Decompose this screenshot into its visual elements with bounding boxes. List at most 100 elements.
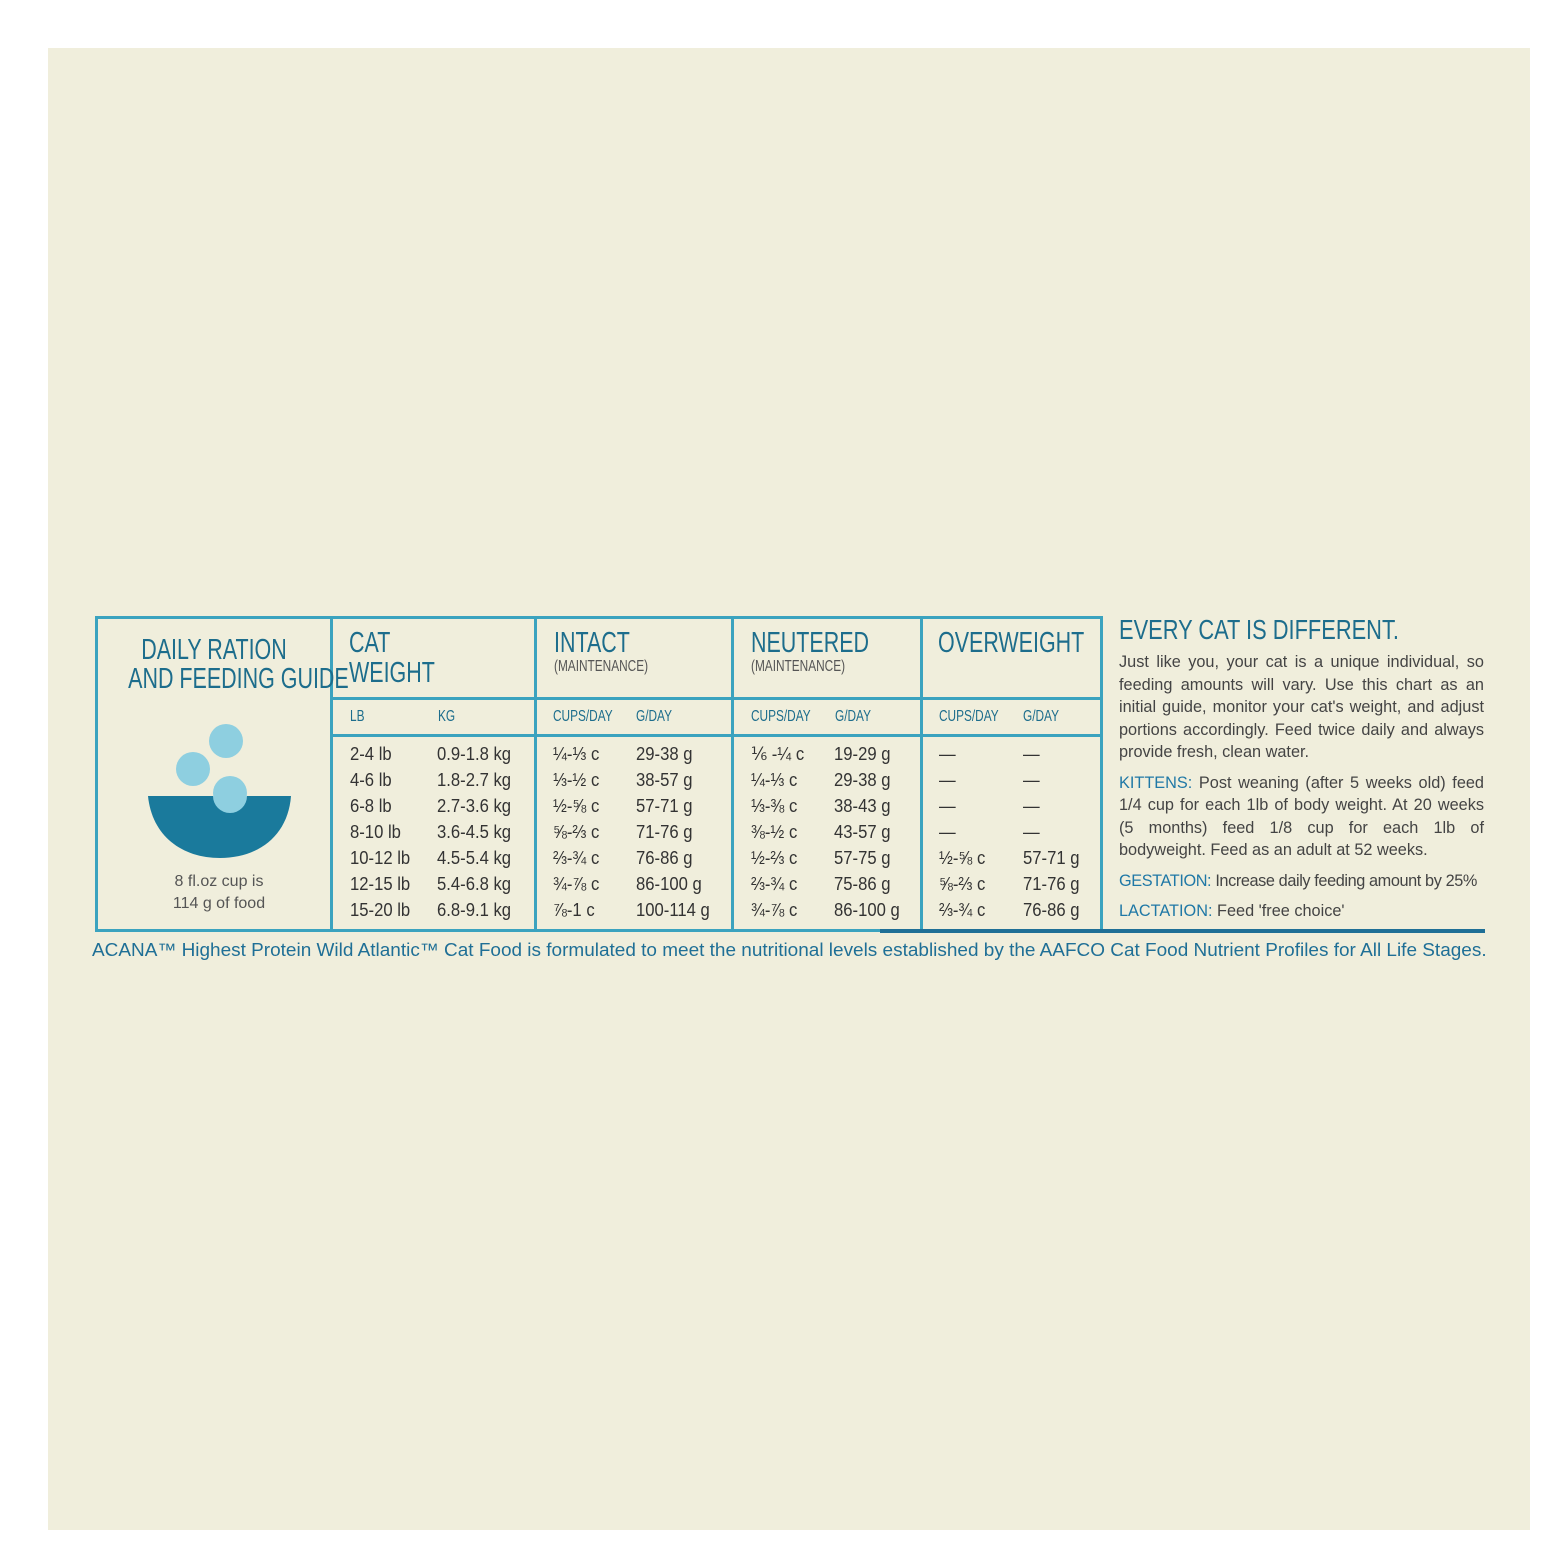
cell-value: 29-38 g bbox=[636, 743, 693, 764]
subheader-cups: CUPS/DAY bbox=[939, 708, 999, 725]
column-divider bbox=[731, 616, 734, 932]
table-cell: — bbox=[939, 821, 958, 843]
cell-value: 5.4-6.8 kg bbox=[437, 873, 512, 894]
table-cell: ⅓-½ c bbox=[553, 769, 604, 791]
footer-rule bbox=[1103, 929, 1485, 933]
table-border-top bbox=[95, 616, 1103, 619]
subheader-grams: G/DAY bbox=[835, 708, 871, 725]
table-cell: 10-12 lb bbox=[350, 847, 417, 869]
table-cell: 71-76 g bbox=[636, 821, 699, 843]
cell-value: ⅜-½ c bbox=[751, 821, 798, 842]
table-cell: 76-86 g bbox=[1023, 899, 1086, 921]
cell-value: 1.8-2.7 kg bbox=[437, 769, 512, 790]
table-cell: 57-71 g bbox=[1023, 847, 1086, 869]
column-header-overweight: OVERWEIGHT bbox=[938, 627, 1085, 659]
cell-value: — bbox=[939, 795, 956, 816]
table-cell: — bbox=[1023, 743, 1042, 765]
table-cell: 19-29 g bbox=[834, 743, 897, 765]
guide-title: DAILY RATION AND FEEDING GUIDE bbox=[98, 636, 349, 695]
cell-value: ⅝-⅔ c bbox=[553, 821, 600, 842]
cell-value: 57-71 g bbox=[1023, 847, 1080, 868]
cell-value: ⅝-⅔ c bbox=[939, 873, 986, 894]
table-cell: ⅝-⅔ c bbox=[553, 821, 604, 843]
kittens-note: KITTENS: Post weaning (after 5 weeks old… bbox=[1119, 772, 1484, 862]
cell-value: 3.6-4.5 kg bbox=[437, 821, 512, 842]
column-header-cat-weight: CAT WEIGHT bbox=[349, 627, 435, 689]
bowl-with-kibble-icon bbox=[148, 724, 291, 858]
cell-value: 8-10 lb bbox=[350, 821, 401, 842]
cell-value: 100-114 g bbox=[636, 899, 710, 920]
cell-value: 43-57 g bbox=[834, 821, 891, 842]
info-panel: EVERY CAT IS DIFFERENT. Just like you, y… bbox=[1119, 615, 1484, 923]
subheader-cups: CUPS/DAY bbox=[751, 708, 811, 725]
kittens-label: KITTENS: bbox=[1119, 773, 1193, 792]
table-cell: ½-⅝ c bbox=[939, 847, 990, 869]
table-cell: ⅔-¾ c bbox=[553, 847, 604, 869]
guide-title-line: AND FEEDING GUIDE bbox=[128, 663, 349, 695]
table-cell: 6-8 lb bbox=[350, 795, 396, 817]
cell-value: — bbox=[939, 743, 956, 764]
table-cell: 100-114 g bbox=[636, 899, 718, 921]
row-divider bbox=[330, 697, 1103, 700]
table-cell: — bbox=[939, 769, 958, 791]
table-cell: ¼-⅓ c bbox=[751, 769, 802, 791]
cell-value: 57-75 g bbox=[834, 847, 891, 868]
cell-value: ¾-⅞ c bbox=[751, 899, 798, 920]
cell-value: 75-86 g bbox=[834, 873, 891, 894]
cell-value: — bbox=[1023, 795, 1040, 816]
subheader-lb: LB bbox=[350, 708, 365, 725]
table-cell: 57-71 g bbox=[636, 795, 699, 817]
table-cell: 12-15 lb bbox=[350, 873, 417, 895]
table-cell: 0.9-1.8 kg bbox=[437, 743, 519, 765]
cell-value: ⅓-⅜ c bbox=[751, 795, 798, 816]
cell-value: 86-100 g bbox=[636, 873, 702, 894]
cell-value: ¾-⅞ c bbox=[553, 873, 600, 894]
table-cell: 3.6-4.5 kg bbox=[437, 821, 519, 843]
table-cell: ¼-⅓ c bbox=[553, 743, 604, 765]
table-cell: — bbox=[1023, 821, 1042, 843]
table-cell: — bbox=[939, 795, 958, 817]
table-cell: — bbox=[1023, 769, 1042, 791]
cell-value: ⅙ -¼ c bbox=[751, 743, 805, 764]
cell-value: ½-⅝ c bbox=[939, 847, 986, 868]
cell-value: 71-76 g bbox=[636, 821, 693, 842]
column-header-neutered: NEUTERED (MAINTENANCE) bbox=[751, 627, 870, 675]
table-cell: ¾-⅞ c bbox=[751, 899, 802, 921]
table-cell: ⅔-¾ c bbox=[751, 873, 802, 895]
cup-note-line: 8 fl.oz cup is bbox=[174, 873, 264, 890]
table-cell: ⅔-¾ c bbox=[939, 899, 990, 921]
cell-value: 6.8-9.1 kg bbox=[437, 899, 512, 920]
cell-value: 4.5-5.4 kg bbox=[437, 847, 512, 868]
table-cell: ½-⅝ c bbox=[553, 795, 604, 817]
cell-value: — bbox=[1023, 743, 1040, 764]
table-cell: 6.8-9.1 kg bbox=[437, 899, 519, 921]
table-cell: ½-⅔ c bbox=[751, 847, 802, 869]
column-divider bbox=[534, 616, 537, 932]
subheader-cups: CUPS/DAY bbox=[553, 708, 613, 725]
subheader-kg: KG bbox=[438, 708, 456, 725]
cell-value: — bbox=[1023, 769, 1040, 790]
table-cell: — bbox=[1023, 795, 1042, 817]
info-intro: Just like you, your cat is a unique indi… bbox=[1119, 653, 1484, 761]
table-cell: 43-57 g bbox=[834, 821, 897, 843]
cell-value: 15-20 lb bbox=[350, 899, 411, 920]
cell-value: — bbox=[1023, 821, 1040, 842]
table-cell: 86-100 g bbox=[636, 873, 709, 895]
table-cell: ⅙ -¼ c bbox=[751, 743, 810, 765]
cup-note-line: 114 g of food bbox=[172, 895, 266, 912]
footer-rule bbox=[880, 929, 1103, 933]
table-border-right bbox=[1100, 616, 1103, 932]
aafco-statement: ACANA™ Highest Protein Wild Atlantic™ Ca… bbox=[92, 940, 1487, 960]
cell-value: ⅔-¾ c bbox=[553, 847, 600, 868]
table-cell: 57-75 g bbox=[834, 847, 897, 869]
subheader-grams: G/DAY bbox=[1023, 708, 1059, 725]
table-cell: 15-20 lb bbox=[350, 899, 417, 921]
table-cell: — bbox=[939, 743, 958, 765]
subheader-grams: G/DAY bbox=[636, 708, 672, 725]
cell-value: 38-43 g bbox=[834, 795, 891, 816]
cell-value: 2-4 lb bbox=[350, 743, 392, 764]
table-cell: ⅞-1 c bbox=[553, 899, 599, 921]
gestation-label: GESTATION: bbox=[1119, 871, 1212, 890]
table-cell: 75-86 g bbox=[834, 873, 897, 895]
cell-value: 76-86 g bbox=[1023, 899, 1080, 920]
